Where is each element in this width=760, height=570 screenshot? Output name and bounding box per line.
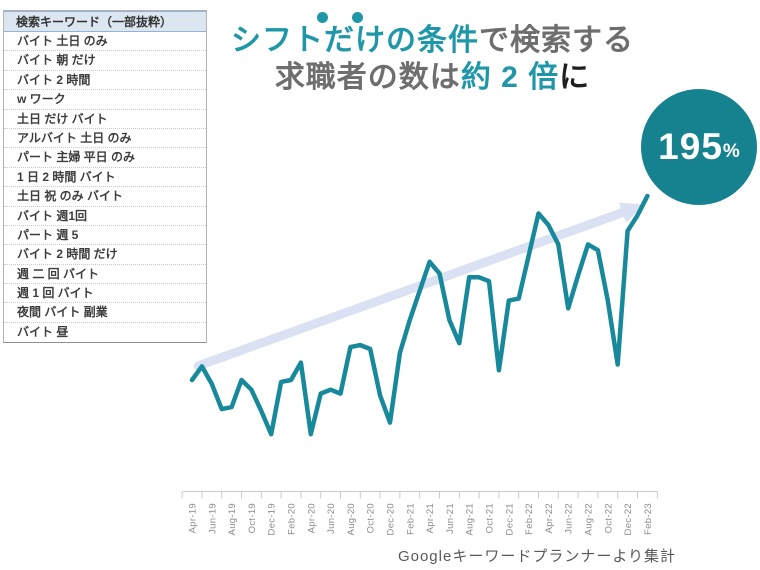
x-axis-label: Apr-22 (544, 503, 555, 533)
title-text-2: 求職者の数は (274, 61, 461, 94)
x-axis-label: Aug-22 (584, 503, 595, 535)
x-axis-label: Oct-21 (485, 503, 496, 533)
table-row: パート 週 5 (4, 226, 206, 246)
table-row: バイト 朝 だけ (4, 51, 206, 71)
x-axis-label: Aug-19 (227, 503, 238, 535)
x-axis-label: Aug-21 (465, 503, 476, 535)
x-axis-label: Dec-22 (623, 503, 634, 535)
title-highlight-1: シフトだけの条件 (231, 24, 479, 57)
emphasis-dot (352, 12, 363, 23)
table-row: バイト 2 時間 (4, 71, 206, 91)
title-highlight-2: 約 2 倍 (460, 61, 560, 94)
table-row: パート 主婦 平日 のみ (4, 148, 206, 168)
x-axis-label: Apr-20 (306, 503, 317, 533)
x-axis-label: Apr-21 (425, 503, 436, 533)
x-axis-label: Feb-20 (287, 503, 298, 535)
table-row: バイト 週1回 (4, 207, 206, 226)
x-axis-label: Dec-21 (504, 503, 515, 535)
table-row: 週 1 回 バイト (4, 284, 206, 304)
x-axis-label: Jun-20 (326, 503, 337, 534)
table-row: バイト 昼 (17, 324, 69, 339)
keyword-table: 検索キーワード（一部抜粋） バイト 土日 のみ バイト 朝 だけ バイト 2 時間 w… (3, 10, 207, 344)
x-axis-label: Dec-20 (386, 503, 397, 535)
x-axis-label: Apr-19 (188, 503, 199, 533)
x-axis-label: Jun-19 (207, 503, 218, 534)
table-row: 夜間 バイト 副業 (4, 303, 206, 323)
table-row: w ワーク (4, 90, 206, 110)
growth-badge: 195% (641, 89, 757, 205)
x-axis-label: Feb-23 (643, 503, 654, 535)
keyword-table-body: バイト 土日 のみ バイト 朝 だけ バイト 2 時間 w ワーク 土日 だけ バイトア… (4, 32, 206, 342)
table-row: 1 日 2 時間 バイト (4, 168, 206, 188)
axis-layer: Apr-19 Jun-19 Aug-19 Oct-19 Dec-19 Feb-20 Apr-… (181, 491, 658, 535)
title-line-1: シフトだけの条件で検索する (205, 22, 660, 59)
x-axis-label: Jun-21 (445, 503, 456, 534)
x-axis-label: Dec-19 (267, 503, 278, 535)
x-axis-label: Oct-20 (366, 503, 377, 533)
trend-arrow (193, 202, 645, 371)
table-row: 土日 だけ バイト (4, 110, 206, 129)
badge-unit: % (722, 141, 740, 162)
x-axis-label: Feb-21 (405, 503, 416, 535)
table-row: 週 二 回 バイト (4, 265, 206, 285)
title-text-3: に (559, 61, 591, 94)
emphasis-dot (317, 12, 328, 23)
x-axis-label: Oct-19 (247, 503, 258, 533)
x-axis-label: Jun-22 (564, 503, 575, 534)
x-axis-label: Aug-20 (346, 503, 357, 535)
x-axis-label: Feb-22 (524, 503, 535, 535)
title-text-1: で検索する (479, 24, 634, 57)
source-caption: Googleキーワードプランナーより集計 (397, 548, 677, 565)
table-row: 土日 祝 のみ バイト (4, 187, 206, 207)
data-line (189, 193, 650, 437)
keyword-table-header: 検索キーワード（一部抜粋） (4, 11, 206, 32)
title-line-2: 求職者の数は約 2 倍に (205, 59, 660, 96)
x-axis-label: Oct-22 (603, 503, 614, 533)
table-row: アルバイト 土日 のみ (4, 129, 206, 149)
page-title: シフトだけの条件で検索する 求職者の数は約 2 倍に (205, 22, 660, 96)
table-row: バイト 2 時間 だけ (4, 245, 206, 265)
table-row: バイト 土日 のみ (4, 32, 206, 52)
badge-value: 195 (658, 126, 723, 167)
